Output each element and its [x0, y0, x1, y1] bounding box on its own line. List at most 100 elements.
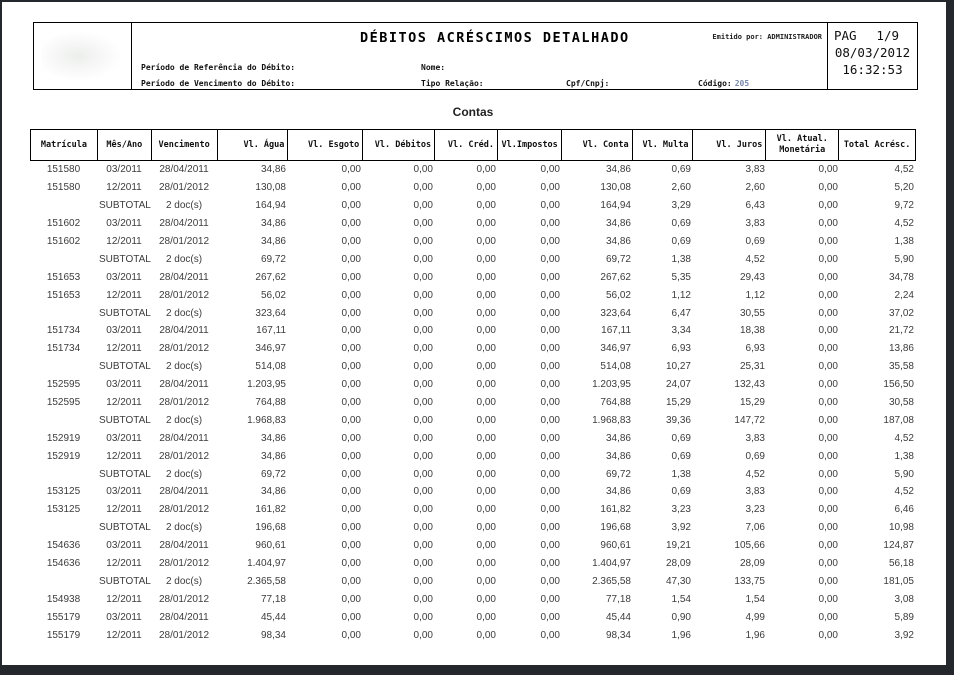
- page-number-line: PAG 1/9: [834, 28, 911, 43]
- cell: SUBTOTAL: [99, 253, 151, 265]
- cell: 960,61: [600, 540, 631, 552]
- cell: 161,82: [255, 504, 286, 516]
- page-number: 1/9: [876, 28, 899, 43]
- cell: 0,00: [341, 468, 361, 480]
- cell: 0,00: [341, 540, 361, 552]
- cell: 154938: [46, 593, 81, 605]
- cell: 0,00: [818, 575, 838, 587]
- cell: 0,00: [413, 307, 433, 319]
- cell: 28/01/2012: [158, 504, 210, 516]
- subtotal-row: SUBTOTAL 2 doc(s) 164,94 0,00 0,00 0,00 0,00 16…: [30, 197, 916, 215]
- cell: 156,50: [883, 379, 914, 391]
- cell: 12/2011: [106, 450, 142, 462]
- cell: 0,00: [818, 397, 838, 409]
- cell: 0,00: [341, 593, 361, 605]
- cell: 0,69: [745, 236, 765, 247]
- cell: 03/2011: [106, 218, 142, 230]
- column-header: Vl. Multa: [633, 130, 693, 160]
- cell: 34,86: [605, 218, 631, 230]
- section-title: Contas: [452, 105, 494, 119]
- cell: 0,00: [413, 468, 433, 480]
- cell: 1,38: [894, 450, 914, 462]
- cell: 0,00: [476, 468, 496, 480]
- cell: 2 doc(s): [165, 575, 203, 587]
- cell: 151734: [46, 343, 81, 355]
- cell: 03/2011: [106, 271, 142, 283]
- cell: 0,00: [476, 218, 496, 230]
- cell: 0,00: [818, 558, 838, 570]
- cell: 10,98: [888, 522, 914, 534]
- cell: 28/04/2011: [159, 271, 209, 283]
- cell: 34,86: [605, 432, 631, 444]
- page-info-cell: PAG 1/9 08/03/2012 16:32:53: [827, 23, 917, 89]
- cell: 187,08: [883, 414, 914, 426]
- cell: 1.404,97: [247, 558, 286, 570]
- cell: 181,05: [883, 575, 914, 587]
- cell: 1.404,97: [592, 558, 631, 570]
- cell: 2.365,58: [247, 575, 286, 587]
- table-row: 152595 12/2011 28/01/2012 764,88 0,00 0,00 0,0…: [30, 394, 916, 412]
- cell: 37,02: [888, 307, 914, 319]
- logo-cell: [34, 23, 132, 89]
- cell: 0,00: [540, 468, 560, 480]
- cell: 0,00: [341, 397, 361, 409]
- cell: 2 doc(s): [165, 253, 203, 265]
- table-row: 153125 03/2011 28/04/2011 34,86 0,00 0,00 0,00…: [30, 483, 916, 501]
- cell: 69,72: [605, 253, 631, 265]
- cell: 0,00: [540, 486, 560, 498]
- cell: 1.203,95: [592, 379, 631, 391]
- cell: 56,02: [260, 289, 286, 301]
- cell: 0,00: [341, 307, 361, 319]
- cell: 267,62: [600, 271, 631, 283]
- cell: 3,23: [745, 504, 765, 516]
- cell: 0,00: [476, 236, 496, 247]
- cell: 0,00: [540, 540, 560, 552]
- cell: 0,00: [413, 379, 433, 391]
- cell: 0,69: [745, 450, 765, 462]
- cell: 0,00: [818, 182, 838, 194]
- cell: 4,52: [894, 486, 914, 498]
- table-row: 154636 12/2011 28/01/2012 1.404,97 0,00 0,00 0…: [30, 555, 916, 573]
- cell: 152919: [46, 450, 81, 462]
- cell: 34,86: [260, 486, 286, 498]
- cell: 0,00: [413, 164, 433, 176]
- column-header: Vl.Impostos: [498, 130, 562, 160]
- cell: 0,00: [413, 218, 433, 230]
- cell: 0,00: [540, 397, 560, 409]
- emitted-by-label: Emitido por: ADMINISTRADOR: [712, 33, 822, 41]
- cell: 3,83: [745, 164, 765, 176]
- cell: 15,29: [739, 397, 765, 409]
- cell: 0,00: [413, 486, 433, 498]
- cell: 1,12: [745, 289, 765, 301]
- cell: 0,00: [818, 540, 838, 552]
- cell: 3,83: [745, 432, 765, 444]
- cell: 34,86: [605, 486, 631, 498]
- cell: 28/01/2012: [158, 450, 210, 462]
- cell: 25,31: [739, 361, 765, 373]
- cell: 0,00: [818, 522, 838, 534]
- cell: 4,52: [894, 432, 914, 444]
- cell: 2 doc(s): [165, 307, 203, 319]
- filter-periodo-referencia-label: Período de Referência do Débito:: [141, 63, 296, 72]
- cell: 0,00: [540, 343, 560, 355]
- cell: 5,90: [894, 468, 914, 480]
- cell: 323,64: [255, 307, 286, 319]
- cell: 0,00: [476, 325, 496, 337]
- cell: 45,44: [605, 611, 631, 623]
- cell: 196,68: [600, 522, 631, 534]
- cell: 0,00: [341, 575, 361, 587]
- table-row: 152919 03/2011 28/04/2011 34,86 0,00 0,00 0,00…: [30, 429, 916, 447]
- cell: 0,00: [540, 504, 560, 516]
- cell: 0,00: [341, 218, 361, 230]
- cell: SUBTOTAL: [99, 200, 151, 212]
- cell: 0,00: [476, 253, 496, 265]
- cell: 0,00: [341, 611, 361, 623]
- cell: 0,00: [413, 450, 433, 462]
- table-row: 151734 03/2011 28/04/2011 167,11 0,00 0,00 0,0…: [30, 322, 916, 340]
- cell: 6,93: [745, 343, 765, 355]
- cell: 0,00: [341, 379, 361, 391]
- cell: 34,86: [605, 450, 631, 462]
- subtotal-row: SUBTOTAL 2 doc(s) 1.968,83 0,00 0,00 0,00 0,00…: [30, 411, 916, 429]
- cell: 0,00: [476, 379, 496, 391]
- cell: 56,18: [888, 558, 914, 570]
